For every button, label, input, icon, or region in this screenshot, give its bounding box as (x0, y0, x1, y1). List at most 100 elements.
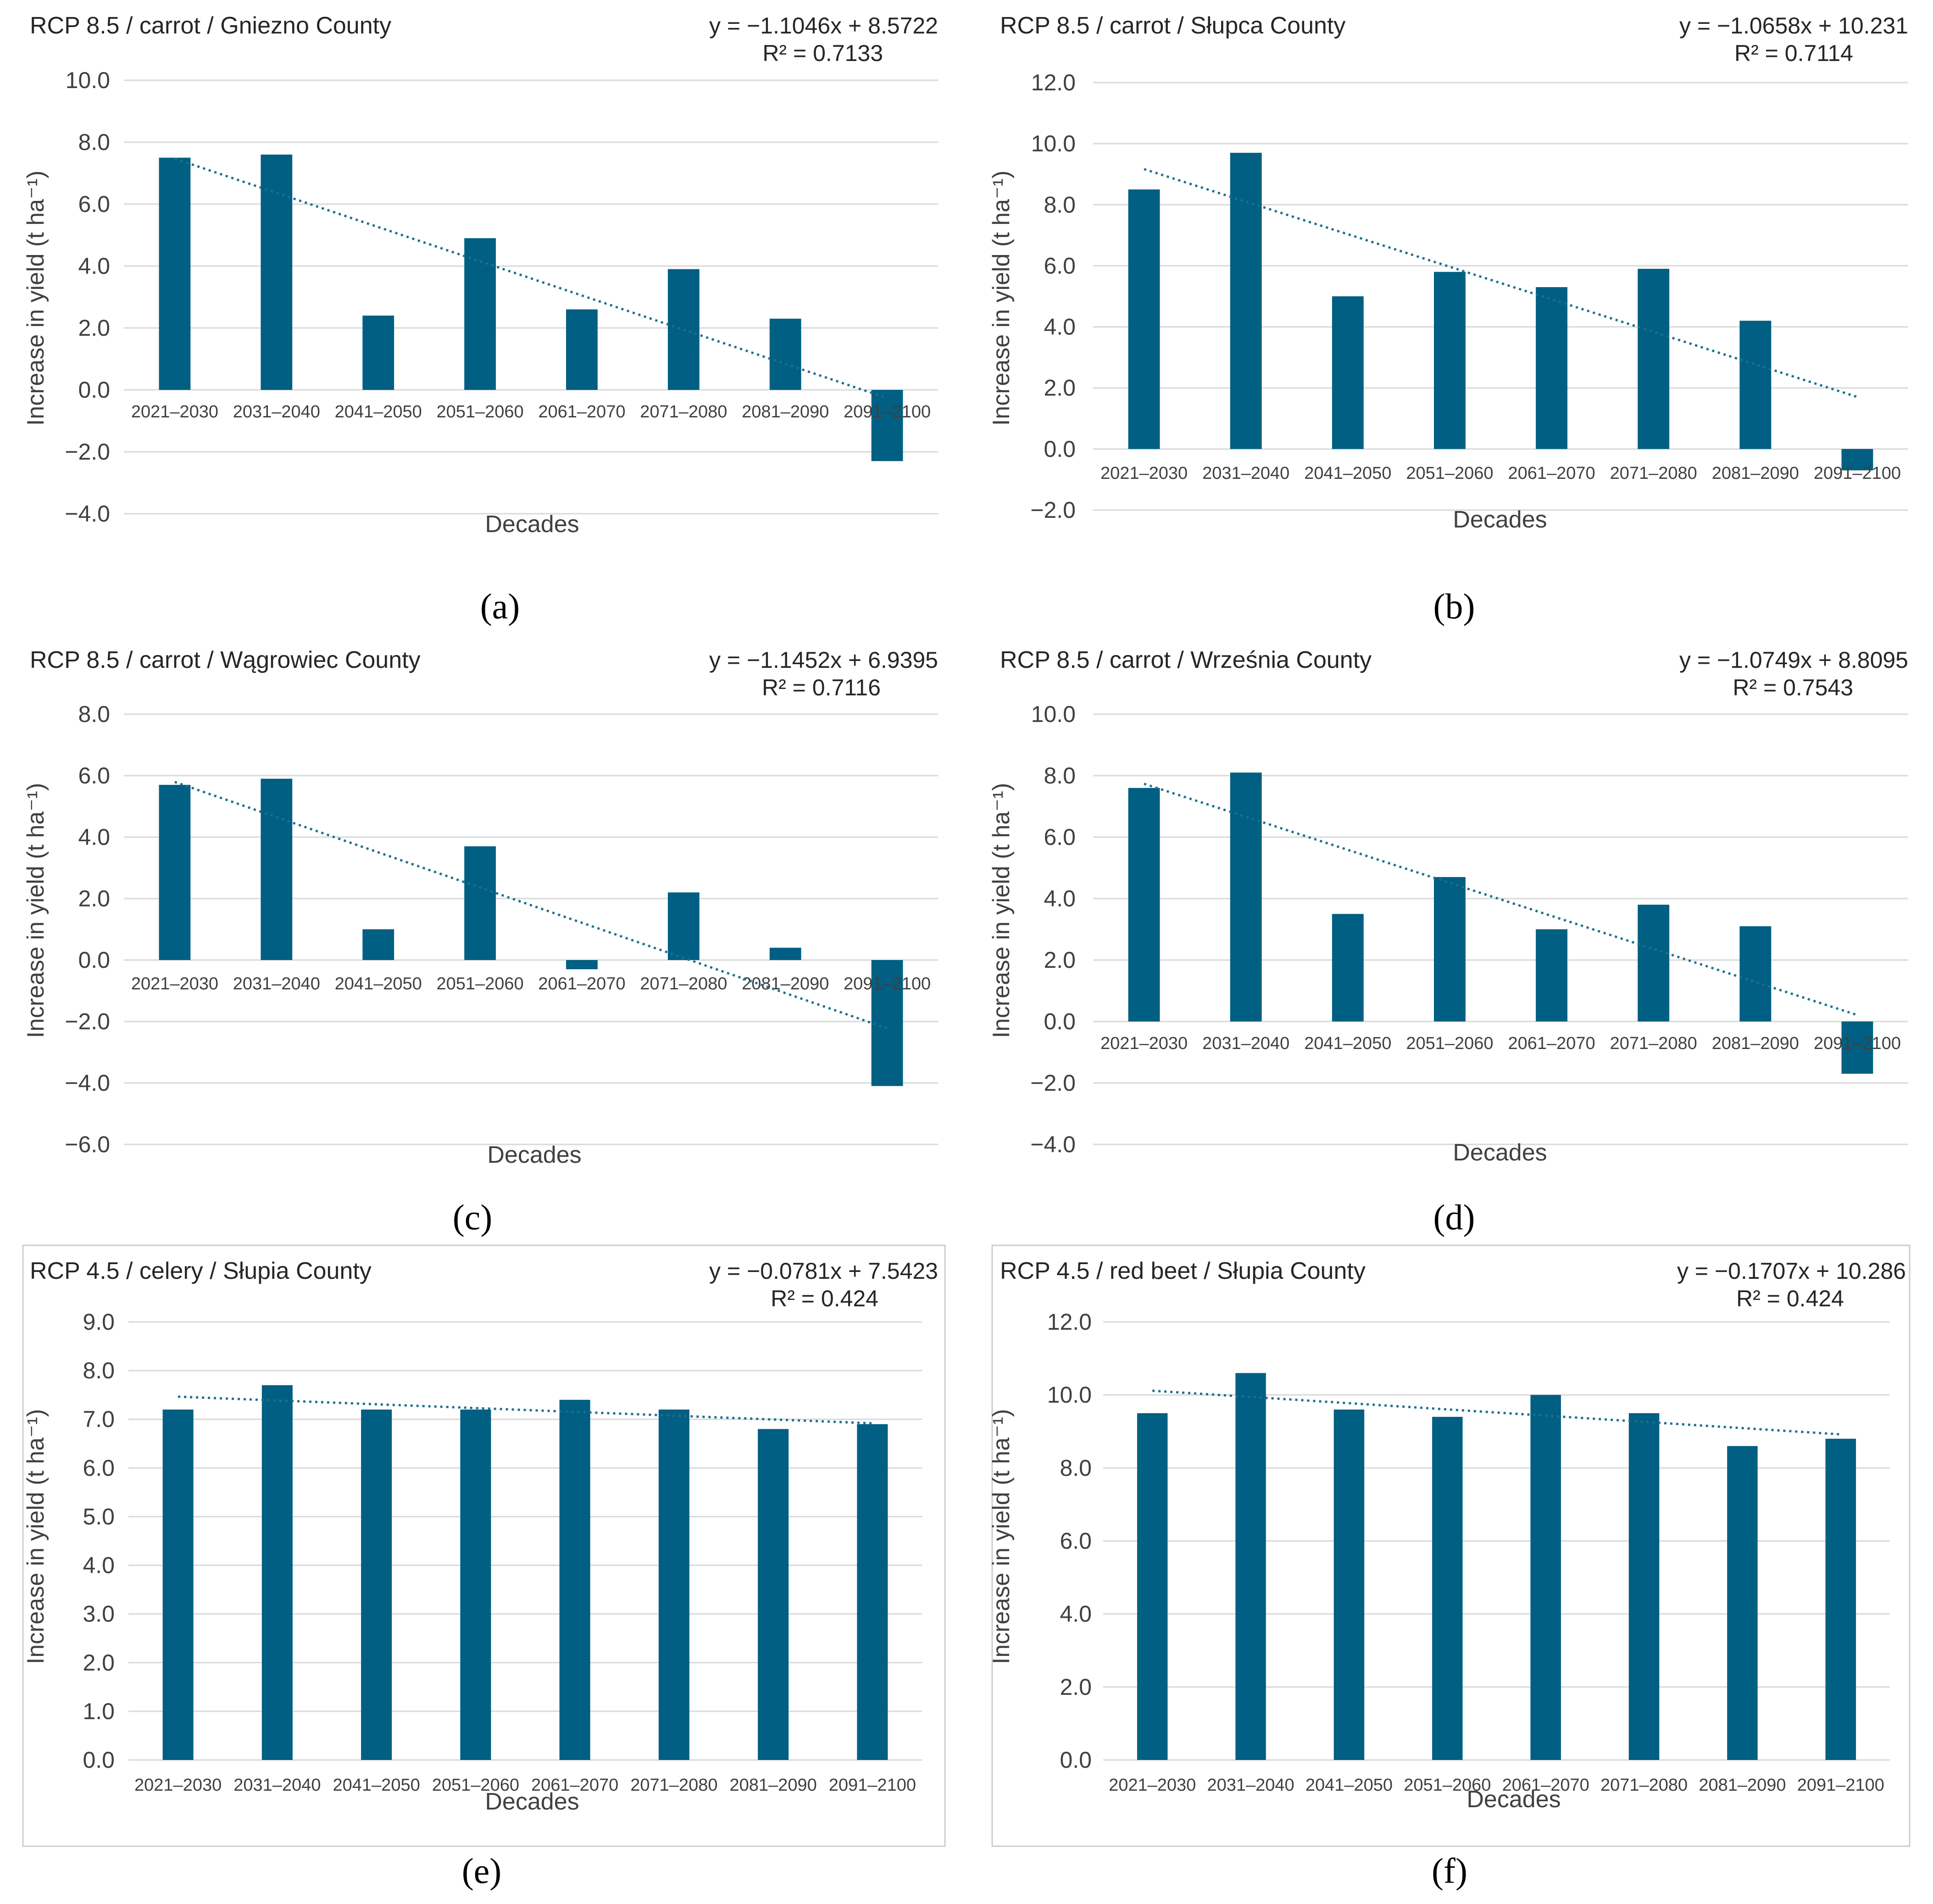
x-category-label: 2051–2060 (1406, 464, 1493, 483)
x-category-label: 2041–2050 (1304, 1034, 1391, 1053)
y-tick-label: 6.0 (1044, 253, 1076, 278)
trendline-r-squared: R² = 0.424 (1736, 1286, 1844, 1311)
bar-2071–2080 (1638, 905, 1670, 1021)
bar-2041–2050 (361, 1410, 392, 1760)
y-tick-label: 0.0 (1044, 1009, 1076, 1034)
y-tick-label: 2.0 (1044, 375, 1076, 401)
y-tick-label: 3.0 (83, 1601, 115, 1627)
y-tick-label: 2.0 (78, 886, 110, 911)
x-category-label: 2091–2100 (844, 402, 931, 422)
x-category-label: 2021–2030 (1100, 464, 1188, 483)
bar-2031–2040 (1235, 1373, 1266, 1760)
y-tick-label: 0.0 (78, 947, 110, 973)
y-tick-label: 10.0 (1031, 701, 1076, 727)
chart-title: RCP 8.5 / carrot / Gniezno County (30, 12, 391, 39)
y-tick-label: 0.0 (78, 377, 110, 403)
y-tick-label: 6.0 (78, 191, 110, 217)
bar-2081–2090 (758, 1429, 789, 1760)
bar-2051–2060 (464, 846, 496, 960)
x-category-label: 2031–2040 (1207, 1776, 1294, 1795)
bar-2061–2070 (1530, 1395, 1561, 1760)
x-category-label: 2031–2040 (1202, 1034, 1289, 1053)
y-tick-label: 4.0 (78, 824, 110, 850)
panel-label: (c) (453, 1197, 493, 1237)
y-tick-label: 2.0 (1044, 947, 1076, 973)
y-tick-label: 7.0 (83, 1406, 115, 1432)
bar-2041–2050 (1332, 296, 1364, 449)
panel-label: (f) (1432, 1851, 1467, 1891)
x-category-label: 2031–2040 (233, 402, 320, 422)
bar-2051–2060 (460, 1410, 491, 1760)
bar-2051–2060 (1434, 272, 1466, 449)
y-tick-label: 2.0 (78, 315, 110, 341)
y-axis-title: Increase in yield (t ha⁻¹) (22, 783, 49, 1038)
y-tick-label: 6.0 (1060, 1528, 1092, 1554)
bar-2081–2090 (769, 318, 801, 390)
trendline-equation: y = −1.0749x + 8.8095 (1679, 647, 1908, 673)
y-tick-label: 6.0 (83, 1455, 115, 1481)
x-category-label: 2021–2030 (131, 974, 218, 994)
panel-label: (d) (1433, 1197, 1475, 1237)
bar-2091–2100 (871, 960, 903, 1086)
y-tick-label: 10.0 (1031, 131, 1076, 156)
y-tick-label: 6.0 (78, 763, 110, 788)
panel-border (991, 1244, 1911, 1847)
bar-2071–2080 (1638, 269, 1670, 449)
y-tick-label: 8.0 (83, 1358, 115, 1383)
bar-2051–2060 (1432, 1416, 1463, 1760)
chart-title: RCP 4.5 / red beet / Słupia County (1000, 1258, 1366, 1284)
panel-label: (b) (1433, 586, 1475, 626)
y-axis-title: Increase in yield (t ha⁻¹) (988, 1409, 1015, 1664)
y-tick-label: 9.0 (83, 1309, 115, 1335)
bar-2021–2030 (159, 157, 191, 390)
x-category-label: 2091–2100 (829, 1776, 916, 1795)
trendline-equation: y = −1.1046x + 8.5722 (709, 13, 938, 39)
y-tick-label: −6.0 (65, 1132, 110, 1157)
x-category-label: 2071–2080 (1610, 464, 1697, 483)
x-category-label: 2021–2030 (134, 1776, 222, 1795)
x-axis-title: Decades (1466, 1786, 1561, 1813)
trendline-r-squared: R² = 0.7543 (1733, 675, 1853, 700)
bar-2041–2050 (362, 316, 394, 390)
y-tick-label: −2.0 (1030, 1070, 1076, 1096)
x-category-label: 2091–2100 (1797, 1776, 1884, 1795)
bar-2091–2100 (1825, 1438, 1856, 1760)
bar-2061–2070 (1536, 287, 1567, 449)
chart-panel-c: RCP 8.5 / carrot / Wągrowiec County y = −… (22, 647, 938, 1237)
x-category-label: 2051–2060 (1404, 1776, 1491, 1795)
chart-panel-a: RCP 8.5 / carrot / Gniezno County y = −1.… (22, 12, 938, 626)
chart-title: RCP 8.5 / carrot / Wągrowiec County (30, 647, 421, 673)
x-category-label: 2071–2080 (640, 974, 727, 994)
x-category-label: 2031–2040 (233, 1776, 321, 1795)
x-category-label: 2061–2070 (531, 1776, 618, 1795)
bar-2051–2060 (464, 238, 496, 390)
trendline-equation: y = −1.0658x + 10.231 (1679, 13, 1908, 39)
x-category-label: 2081–2090 (742, 974, 829, 994)
x-axis-title: Decades (485, 1788, 579, 1815)
x-category-label: 2071–2080 (640, 402, 727, 422)
bar-2081–2090 (1727, 1446, 1758, 1760)
x-category-label: 2041–2050 (333, 1776, 420, 1795)
y-tick-label: 0.0 (83, 1747, 115, 1773)
x-axis-title: Decades (487, 1142, 581, 1168)
y-tick-label: 4.0 (83, 1553, 115, 1578)
x-category-label: 2081–2090 (1699, 1776, 1786, 1795)
bar-2031–2040 (1230, 153, 1262, 449)
x-category-label: 2061–2070 (1502, 1776, 1589, 1795)
chart-panel-b: RCP 8.5 / carrot / Słupca County y = −1.0… (988, 12, 1908, 626)
x-category-label: 2061–2070 (538, 974, 625, 994)
panel-label: (e) (462, 1851, 502, 1891)
y-tick-label: 4.0 (1044, 314, 1076, 340)
bar-2021–2030 (159, 785, 191, 960)
y-tick-label: −4.0 (65, 501, 110, 527)
panel-border (22, 1244, 946, 1847)
trendline-r-squared: R² = 0.424 (771, 1286, 878, 1311)
x-category-label: 2041–2050 (1304, 464, 1391, 483)
y-tick-label: −4.0 (65, 1070, 110, 1096)
y-tick-label: 8.0 (1044, 763, 1076, 788)
x-category-label: 2081–2090 (742, 402, 829, 422)
bar-2041–2050 (1333, 1410, 1365, 1760)
bar-2021–2030 (1128, 788, 1160, 1021)
y-tick-label: 2.0 (1060, 1674, 1092, 1700)
